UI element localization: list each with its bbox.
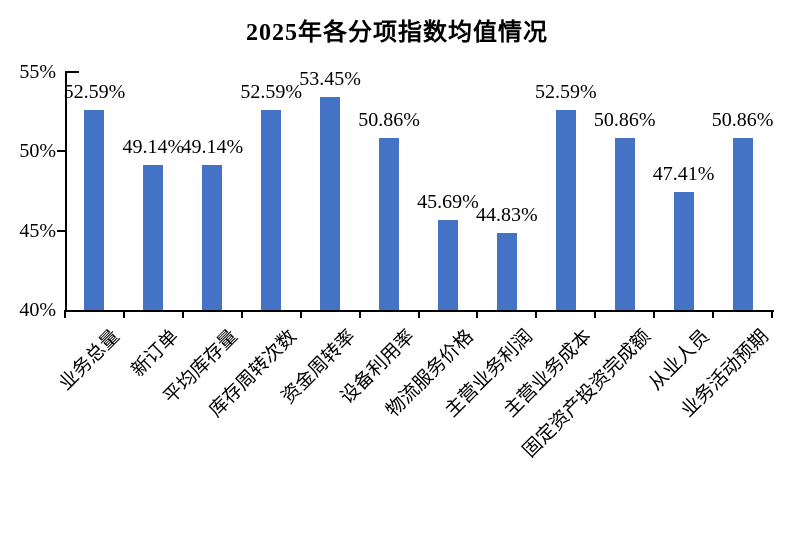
bar-value-label: 49.14% [181, 135, 244, 158]
y-axis-tick [65, 71, 79, 73]
bar-value-label: 47.41% [652, 163, 715, 186]
y-axis-tick-label: 40% [19, 299, 56, 321]
bar-value-label: 50.86% [358, 108, 420, 131]
bar-value-label: 52.59% [534, 81, 597, 104]
x-axis-tick [299, 310, 302, 318]
x-axis-tick [771, 310, 773, 318]
bar [732, 137, 753, 310]
bar [84, 110, 105, 310]
plot-area: 55% 50% 45% 40% 52.59% 业务总量 49.14% 新订单 49.14% 平均库… [19, 61, 774, 462]
x-axis-tick [653, 310, 656, 318]
bar [555, 110, 576, 310]
bar [202, 164, 223, 310]
y-axis-tick-label: 50% [19, 140, 56, 163]
bar-value-label: 52.59% [63, 81, 126, 104]
bar [143, 164, 164, 310]
x-axis-category-label: 主营业务利润 [441, 326, 537, 422]
bar [496, 233, 517, 310]
x-axis-tick [122, 310, 125, 318]
chart-canvas: 2025年各分项指数均值情况 55% 50% 45% 40% 52.59% 业务总量 49.… [19, 20, 774, 462]
bar-value-label: 45.69% [417, 190, 479, 213]
x-axis-tick [594, 310, 597, 318]
x-axis-tick [358, 310, 361, 318]
x-axis-category-label: 设备利用率 [336, 326, 419, 409]
x-axis-category-label: 从业人员 [644, 326, 714, 395]
bar [614, 137, 635, 310]
bar-value-label: 44.83% [476, 204, 538, 227]
bar-value-label: 53.45% [299, 67, 361, 90]
bar [320, 96, 341, 310]
x-axis-tick [240, 310, 243, 318]
bar [437, 219, 458, 310]
x-axis-tick [417, 310, 420, 318]
y-axis-line [65, 71, 67, 312]
bar-value-label: 49.14% [122, 135, 185, 158]
bar [379, 137, 400, 310]
x-axis-tick [535, 310, 538, 318]
bar [673, 192, 694, 310]
bar-value-label: 52.59% [240, 81, 303, 104]
y-axis-tick-label: 45% [19, 219, 56, 242]
x-axis-tick [712, 310, 715, 318]
bar [261, 110, 282, 310]
x-axis-category-label: 物流服务价格 [382, 326, 478, 422]
bar-value-label: 50.86% [711, 108, 774, 131]
x-axis-category-label: 固定资产投资完成额 [518, 326, 655, 462]
x-axis-category-label: 主营业务成本 [500, 326, 596, 422]
x-axis-tick [64, 310, 66, 318]
x-axis-line [65, 310, 774, 312]
x-axis-category-label: 业务活动预期 [676, 326, 773, 422]
x-axis-tick [181, 310, 184, 318]
x-axis-tick [476, 310, 479, 318]
bar-value-label: 50.86% [593, 108, 656, 131]
chart-title: 2025年各分项指数均值情况 [246, 20, 548, 46]
y-axis-tick-label: 55% [19, 61, 56, 83]
y-axis-tick [57, 150, 65, 153]
y-axis-tick [57, 229, 65, 232]
